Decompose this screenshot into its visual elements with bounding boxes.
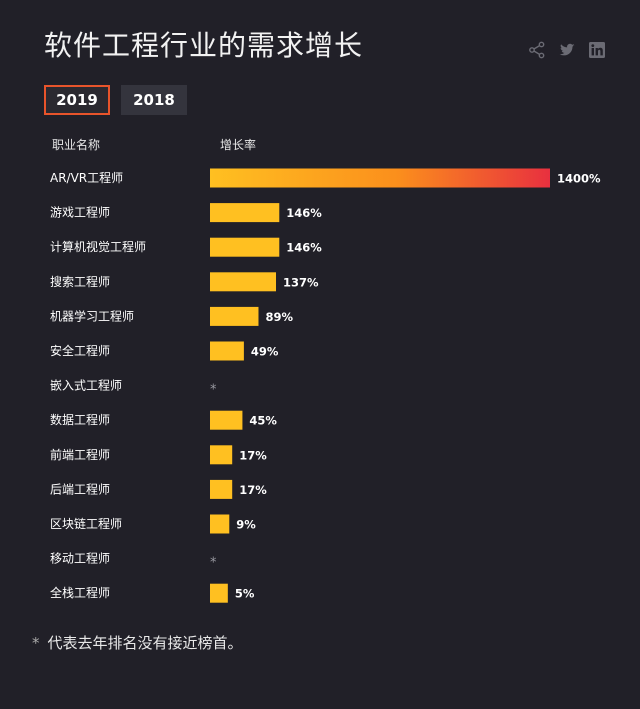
category-label: 机器学习工程师 (50, 308, 134, 323)
value-label: 89% (265, 310, 293, 324)
category-label: 数据工程师 (50, 412, 110, 427)
value-label: * (210, 556, 217, 571)
bar (210, 514, 230, 534)
value-label: 49% (251, 345, 279, 359)
category-label: 移动工程师 (50, 551, 110, 566)
category-label: 搜索工程师 (50, 274, 110, 289)
year-tabs: 2019 2018 (44, 85, 187, 115)
tab-2018[interactable]: 2018 (121, 85, 187, 115)
bar (210, 168, 550, 188)
linkedin-icon[interactable] (588, 41, 606, 59)
value-label: 137% (283, 275, 319, 289)
bar (210, 341, 244, 361)
bar (210, 272, 277, 292)
category-label: 区块链工程师 (50, 516, 122, 531)
bar (210, 583, 228, 603)
bar (210, 237, 280, 257)
category-label: 游戏工程师 (50, 205, 110, 220)
value-label: 1400% (557, 172, 601, 186)
category-label: 全栈工程师 (50, 585, 110, 600)
twitter-icon[interactable] (558, 41, 576, 59)
tab-2019[interactable]: 2019 (44, 85, 110, 115)
category-label: 计算机视觉工程师 (50, 239, 146, 254)
bar (210, 445, 233, 465)
value-label: 17% (239, 448, 267, 462)
value-label: 9% (236, 518, 256, 532)
page-title: 软件工程行业的需求增长 (44, 29, 364, 62)
value-label: 146% (286, 241, 322, 255)
category-label: 前端工程师 (50, 447, 110, 462)
share-icon[interactable] (528, 41, 546, 59)
category-label: AR/VR工程师 (50, 170, 123, 185)
value-label: 45% (249, 414, 277, 428)
category-label: 后端工程师 (50, 481, 110, 496)
category-label: 安全工程师 (50, 343, 110, 358)
bar (210, 479, 233, 499)
value-label: 5% (235, 587, 255, 601)
footnote-star: * (32, 634, 40, 652)
value-label: 146% (286, 206, 322, 220)
bar (210, 203, 280, 223)
value-label: 17% (239, 483, 267, 497)
header-job-name: 职业名称 (52, 138, 101, 152)
bar (210, 410, 243, 430)
category-label: 嵌入式工程师 (50, 378, 122, 393)
share-group (528, 41, 606, 59)
bar (210, 306, 259, 326)
header-growth-rate: 增长率 (220, 138, 257, 152)
value-label: * (210, 383, 217, 398)
footnote-text: 代表去年排名没有接近榜首。 (47, 634, 243, 652)
footnote: * 代表去年排名没有接近榜首。 (32, 632, 243, 653)
